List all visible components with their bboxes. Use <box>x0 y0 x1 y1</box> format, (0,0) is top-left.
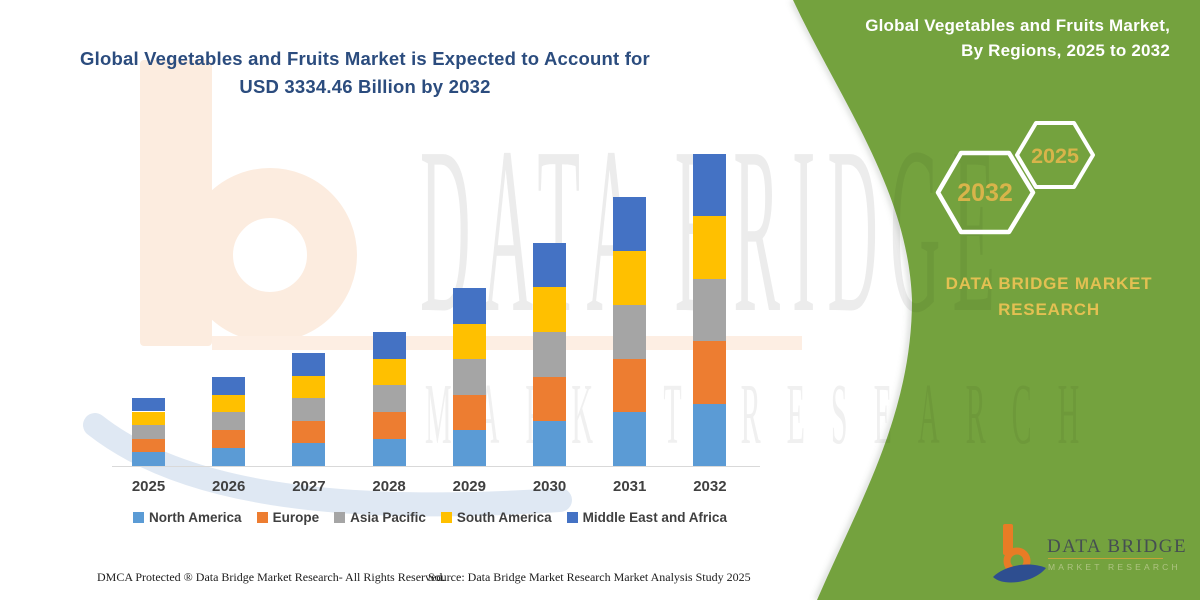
bar-segment-north-america-2031 <box>613 412 647 466</box>
bar-segment-middle-east-and-africa-2026 <box>212 376 246 395</box>
bar-segment-middle-east-and-africa-2031 <box>613 197 647 252</box>
bar-segment-north-america-2032 <box>693 403 727 466</box>
bar-segment-europe-2032 <box>693 341 727 404</box>
bar-segment-europe-2026 <box>212 430 246 449</box>
brand-subtitle: MARKET RESEARCH <box>1048 562 1181 572</box>
legend: North America Europe Asia Pacific South Ame… <box>85 510 775 525</box>
bar-segment-south-america-2027 <box>292 375 326 399</box>
bar-segment-asia-pacific-2028 <box>372 385 406 413</box>
panel-heading-line2: By Regions, 2025 to 2032 <box>961 41 1170 60</box>
panel-brand-line2: RESEARCH <box>998 300 1100 319</box>
plot-area: 2025 2026 2027 2028 2029 2030 2031 2032 <box>112 153 760 495</box>
x-tick-2029: 2029 <box>452 478 486 495</box>
legend-label-middle-east-and-africa: Middle East and Africa <box>582 510 727 525</box>
watermark-logo-icon <box>83 60 802 517</box>
bar-segment-europe-2030 <box>533 376 566 422</box>
bar-segment-north-america-2030 <box>533 421 566 466</box>
bar-segment-middle-east-and-africa-2028 <box>372 331 406 359</box>
bar-segment-south-america-2030 <box>533 287 566 332</box>
bar-segment-south-america-2032 <box>693 216 727 279</box>
legend-swatch-north-america <box>133 512 145 523</box>
bar-segment-asia-pacific-2025 <box>132 425 165 439</box>
bar-segment-asia-pacific-2031 <box>613 304 647 359</box>
bar-segment-south-america-2029 <box>452 323 486 360</box>
chart-title-line2: USD 3334.46 Billion by 2032 <box>239 76 491 97</box>
legend-label-north-america: North America <box>149 510 242 525</box>
hexagon-2032-year: 2032 <box>957 179 1013 207</box>
legend-item-asia-pacific: Asia Pacific <box>334 510 426 525</box>
bar-segment-middle-east-and-africa-2027 <box>292 353 326 376</box>
x-tick-2031: 2031 <box>613 478 647 495</box>
hexagon-2032-icon <box>935 150 1036 235</box>
bar-segment-europe-2028 <box>372 412 406 440</box>
bar-segment-south-america-2026 <box>212 394 246 413</box>
brand-name: DATA BRIDGE <box>1047 536 1188 557</box>
x-tick-2027: 2027 <box>292 478 326 495</box>
legend-swatch-asia-pacific <box>334 512 346 523</box>
chart-title: Global Vegetables and Fruits Market is E… <box>60 45 670 101</box>
bar-segment-middle-east-and-africa-2029 <box>452 288 486 324</box>
data-bridge-logo-icon <box>993 524 1046 583</box>
legend-label-europe: Europe <box>272 510 320 525</box>
legend-swatch-europe <box>256 512 268 523</box>
footer-source: Source: Data Bridge Market Research Mark… <box>428 570 751 584</box>
legend-swatch-south-america <box>440 512 452 523</box>
legend-label-asia-pacific: Asia Pacific <box>350 510 426 525</box>
bar-segment-asia-pacific-2030 <box>533 331 566 377</box>
legend-swatch-middle-east-and-africa <box>566 512 578 523</box>
bar-segment-south-america-2028 <box>372 358 406 386</box>
bar-segment-asia-pacific-2032 <box>693 278 727 342</box>
bar-segment-north-america-2029 <box>452 430 486 466</box>
legend-item-north-america: North America <box>133 510 242 525</box>
bar-segment-north-america-2027 <box>292 443 326 466</box>
green-side-panel <box>793 0 1200 600</box>
hexagon-2025-icon <box>1015 121 1095 189</box>
x-tick-2028: 2028 <box>372 478 406 495</box>
chart-title-line1: Global Vegetables and Fruits Market is E… <box>80 48 650 69</box>
bar-segment-south-america-2031 <box>613 251 647 305</box>
bar-segment-europe-2027 <box>292 420 326 444</box>
bar-segment-asia-pacific-2029 <box>452 359 486 395</box>
panel-heading-line1: Global Vegetables and Fruits Market, <box>865 16 1170 35</box>
x-tick-2026: 2026 <box>212 478 246 495</box>
legend-item-middle-east-and-africa: Middle East and Africa <box>566 510 727 525</box>
legend-label-south-america: South America <box>456 510 552 525</box>
bar-segment-south-america-2025 <box>132 411 165 426</box>
bar-segment-europe-2025 <box>132 438 165 453</box>
bar-segment-north-america-2026 <box>212 448 246 466</box>
bar-segment-asia-pacific-2027 <box>292 398 326 421</box>
x-tick-2025: 2025 <box>131 478 166 495</box>
bar-segment-europe-2029 <box>452 394 486 431</box>
x-tick-2032: 2032 <box>693 478 727 495</box>
bar-segment-north-america-2028 <box>372 439 406 466</box>
x-tick-2030: 2030 <box>532 478 567 495</box>
bar-segment-middle-east-and-africa-2030 <box>533 242 566 288</box>
bar-segment-asia-pacific-2026 <box>212 412 246 431</box>
panel-heading: Global Vegetables and Fruits Market, By … <box>750 13 1170 63</box>
brand-underline <box>1048 558 1163 559</box>
bar-segment-middle-east-and-africa-2025 <box>132 397 165 412</box>
legend-item-south-america: South America <box>440 510 552 525</box>
hexagon-2025-year: 2025 <box>1031 144 1079 168</box>
bar-segment-middle-east-and-africa-2032 <box>693 153 727 217</box>
panel-brand-line1: DATA BRIDGE MARKET <box>945 274 1153 293</box>
footer-copyright: DMCA Protected ® Data Bridge Market Rese… <box>97 570 446 584</box>
bar-segment-north-america-2025 <box>132 452 165 466</box>
panel-brand-text: DATA BRIDGE MARKET RESEARCH <box>935 271 1163 323</box>
bar-segment-europe-2031 <box>613 358 647 413</box>
x-axis-line <box>112 466 760 467</box>
legend-item-europe: Europe <box>256 510 320 525</box>
